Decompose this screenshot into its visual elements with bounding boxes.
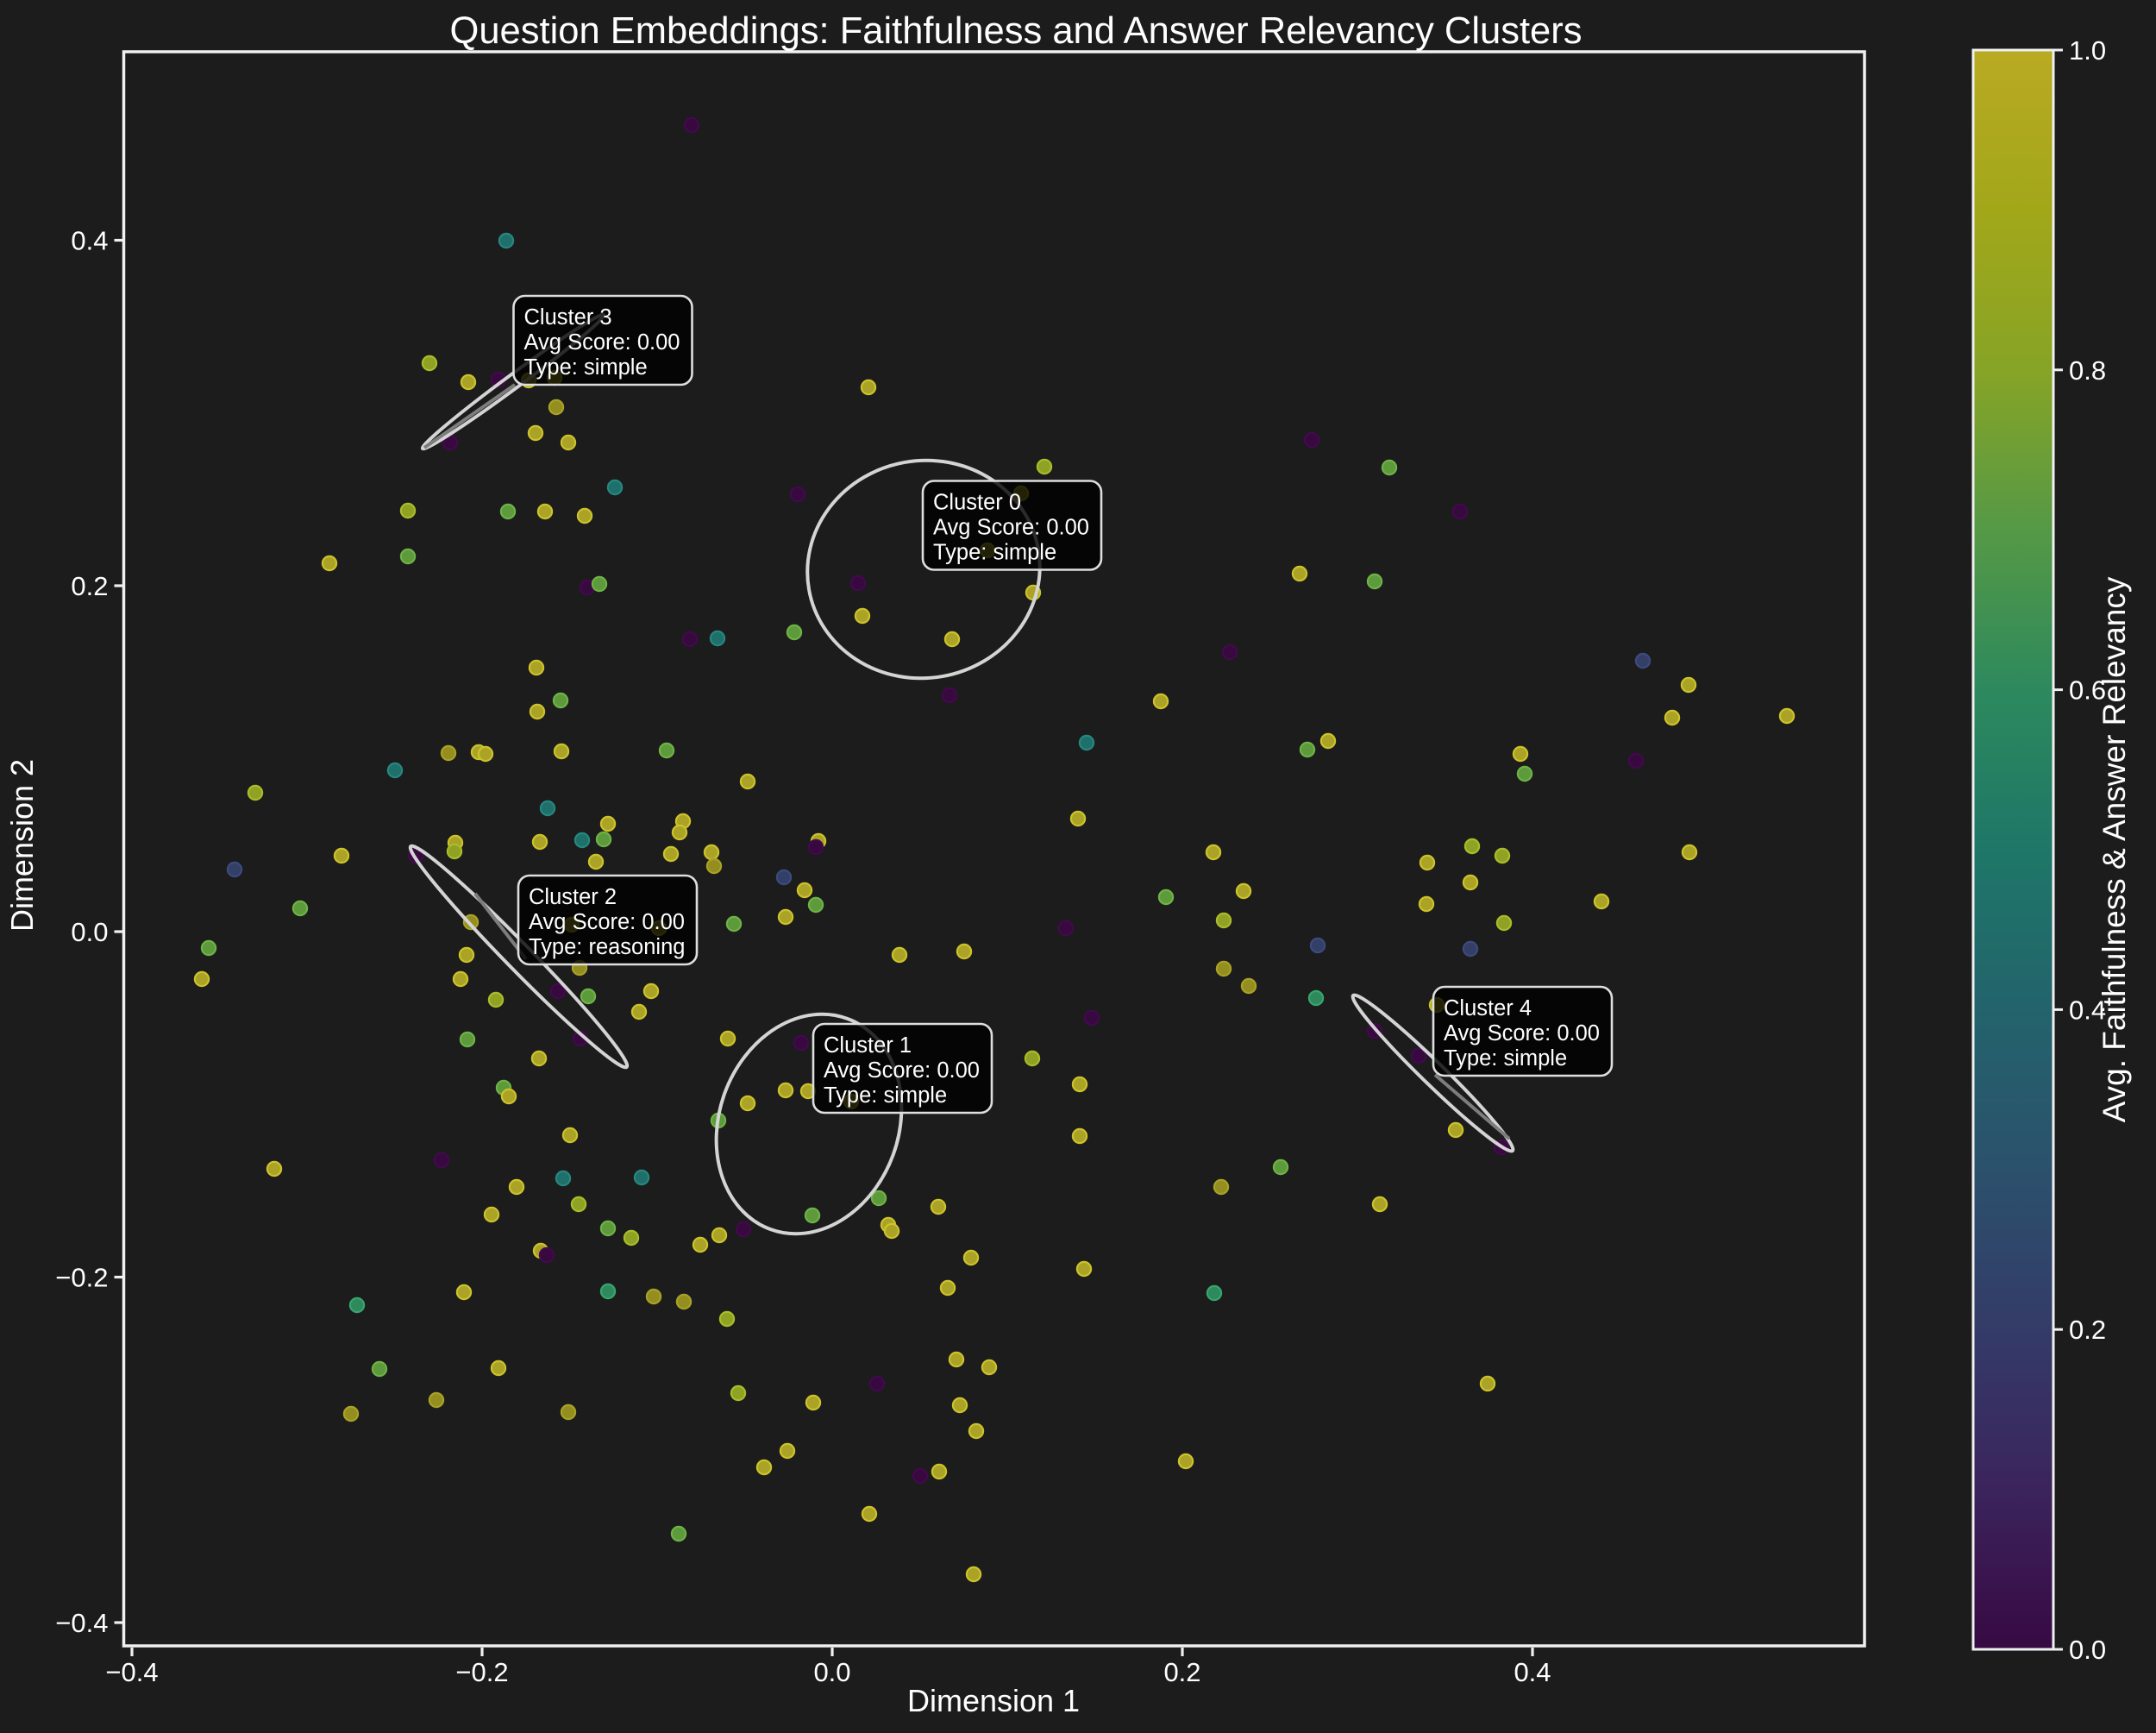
svg-text:Cluster 3: Cluster 3 <box>524 305 612 330</box>
svg-text:1.0: 1.0 <box>2069 35 2106 66</box>
svg-text:Avg Score: 0.00: Avg Score: 0.00 <box>824 1058 980 1083</box>
svg-text:0.4: 0.4 <box>1514 1657 1551 1687</box>
svg-text:−0.2: −0.2 <box>455 1657 508 1687</box>
svg-text:0.6: 0.6 <box>2069 675 2106 706</box>
svg-text:0.0: 0.0 <box>71 917 108 947</box>
svg-text:0.4: 0.4 <box>2069 995 2106 1025</box>
svg-text:0.0: 0.0 <box>2069 1635 2106 1665</box>
svg-text:Type: simple: Type: simple <box>524 355 648 380</box>
svg-text:0.2: 0.2 <box>71 571 108 601</box>
svg-text:Dimension 2: Dimension 2 <box>4 759 40 932</box>
svg-text:0.2: 0.2 <box>2069 1315 2106 1345</box>
svg-text:Cluster 1: Cluster 1 <box>824 1033 912 1058</box>
svg-text:Type: reasoning: Type: reasoning <box>529 935 685 959</box>
svg-text:0.0: 0.0 <box>813 1657 850 1687</box>
svg-text:Avg. Faithfulness & Answer Rel: Avg. Faithfulness & Answer Relevancy <box>2096 576 2132 1122</box>
svg-text:Type: simple: Type: simple <box>933 541 1056 565</box>
svg-text:0.8: 0.8 <box>2069 355 2106 386</box>
svg-text:Dimension 1: Dimension 1 <box>907 1683 1080 1718</box>
svg-text:Cluster 2: Cluster 2 <box>529 885 617 909</box>
svg-text:Cluster 4: Cluster 4 <box>1444 996 1532 1020</box>
svg-text:Type: simple: Type: simple <box>1444 1046 1567 1071</box>
svg-text:Avg Score: 0.00: Avg Score: 0.00 <box>1444 1021 1600 1045</box>
svg-text:Avg Score: 0.00: Avg Score: 0.00 <box>529 910 685 934</box>
svg-text:0.2: 0.2 <box>1163 1657 1200 1687</box>
svg-text:Cluster 0: Cluster 0 <box>933 491 1021 515</box>
svg-text:Question Embeddings: Faithfuln: Question Embeddings: Faithfulness and An… <box>450 10 1583 52</box>
svg-text:0.4: 0.4 <box>71 226 108 256</box>
svg-text:Avg Score: 0.00: Avg Score: 0.00 <box>524 330 680 355</box>
svg-text:−0.4: −0.4 <box>105 1657 158 1687</box>
svg-text:−0.4: −0.4 <box>55 1608 108 1638</box>
svg-text:Avg Score: 0.00: Avg Score: 0.00 <box>933 516 1089 540</box>
svg-text:−0.2: −0.2 <box>55 1263 108 1293</box>
svg-text:Type: simple: Type: simple <box>824 1083 947 1108</box>
